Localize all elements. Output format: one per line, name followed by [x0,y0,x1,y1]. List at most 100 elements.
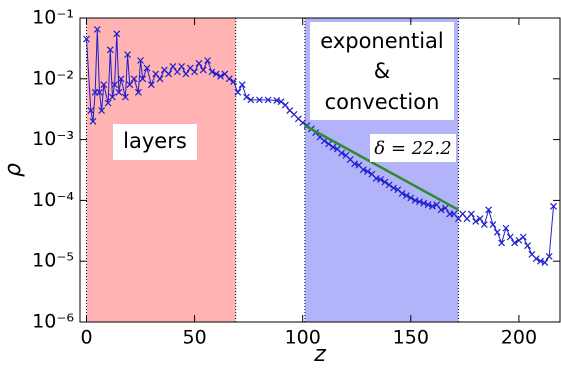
fit-line [304,124,459,211]
data-point [550,202,557,210]
data-point [338,149,346,157]
data-point [472,218,480,225]
data-point [329,143,337,151]
data-point [377,176,384,184]
data-point [407,194,415,202]
data-point [115,88,123,96]
data-point [134,88,142,96]
label-box [370,134,456,162]
data-point [381,178,389,186]
data-point [93,25,101,33]
data-point [420,199,428,207]
data-point [126,81,134,89]
y-tick-label: 10⁻² [32,67,74,89]
data-point [325,140,333,148]
data-point [137,57,144,64]
data-point [173,68,181,76]
data-point [117,75,125,83]
data-point [299,119,307,127]
data-point [234,88,242,96]
label-box [310,22,454,120]
data-point [256,96,263,104]
data-point [524,242,531,250]
data-point [320,137,328,145]
plot [83,25,557,266]
data-point [264,96,272,104]
data-point [238,81,246,89]
data-point [230,78,237,86]
y-tick-label: 10⁻³ [32,128,74,150]
data-point [143,64,151,72]
data-point [277,98,285,106]
data-point [359,166,367,174]
y-tick-label: 10⁻⁵ [32,250,74,272]
data-point [519,233,527,241]
data-point [98,107,106,115]
data-point [532,255,540,263]
data-point [476,215,484,223]
data-point [416,198,423,206]
data-point [225,75,233,83]
data-point [204,57,211,64]
data-point [165,70,173,78]
data-point [113,30,121,38]
data-point [124,51,131,59]
data-point [493,228,501,236]
annotation: layers [123,129,187,153]
data-point [485,206,493,214]
x-tick-label: 0 [80,327,92,349]
data-point [506,233,514,241]
data-point [212,70,220,78]
x-axis-label: z [313,342,326,367]
data-point [156,75,164,83]
data-point [489,221,497,229]
data-point [178,62,186,70]
axes-frame [79,17,561,323]
data-point [403,192,410,200]
data-point [147,81,155,89]
data-point [480,221,488,229]
data-point [541,259,549,266]
data-point [398,190,406,197]
data-point [191,68,199,76]
region [86,18,236,322]
data-point [100,81,108,89]
y-tick-label: 10⁻⁶ [32,311,74,333]
annotation: convection [325,90,440,114]
data-point [515,236,523,244]
annotation: exponential [320,29,443,53]
data-point [182,70,190,78]
y-tick-label: 10⁻⁴ [32,189,74,211]
data-point [424,201,432,209]
data-point [502,224,510,232]
data-point [351,160,359,168]
data-point [441,204,449,212]
y-axis-label: ρ [1,163,26,177]
data-point [83,35,90,43]
data-point [364,167,371,175]
data-point [139,75,147,83]
annotation: & [374,59,390,83]
data-point [195,59,203,67]
data-point [537,257,544,265]
data-point [208,68,216,76]
data-point [498,239,506,247]
y-tick-label: 10⁻¹ [32,7,74,29]
data-point [169,62,177,70]
data-point [199,66,207,74]
data-point [281,101,289,109]
data-point [545,252,553,260]
data-point [247,96,255,104]
data-point [437,206,445,214]
data-point [109,93,116,101]
data-point [372,174,380,182]
data-point [390,184,397,192]
x-tick-label: 50 [183,327,207,349]
data-point [467,210,475,218]
x-tick-label: 200 [501,327,537,349]
x-tick-label: 100 [285,327,321,349]
data-point [96,88,103,96]
data-point [130,75,138,83]
data-point [385,181,393,189]
